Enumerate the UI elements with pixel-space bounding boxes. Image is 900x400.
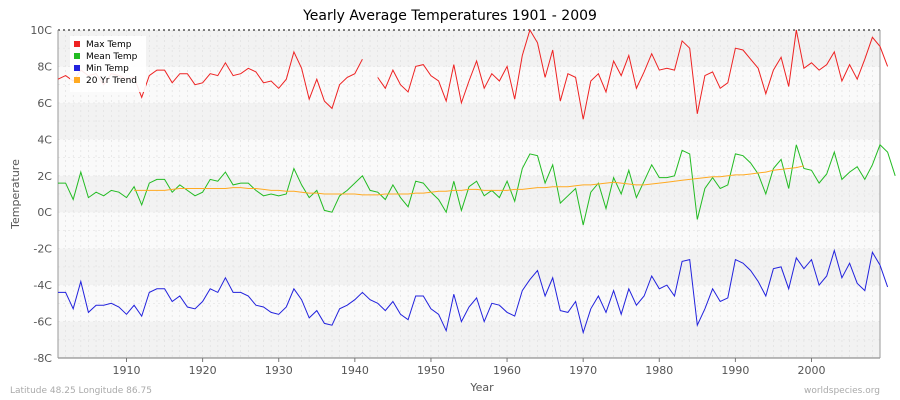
- x-tick-label: 1950: [417, 364, 445, 377]
- footer-source: worldspecies.org: [804, 386, 880, 396]
- legend-label: Max Temp: [86, 40, 132, 50]
- y-axis-label: Temperature: [9, 159, 22, 230]
- legend-label: 20 Yr Trend: [86, 76, 137, 86]
- x-tick-label: 1920: [189, 364, 217, 377]
- x-tick-label: 1960: [493, 364, 521, 377]
- legend-swatch: [74, 53, 80, 59]
- footer-coordinates: Latitude 48.25 Longitude 86.75: [10, 386, 152, 396]
- y-tick-label: 2C: [37, 170, 52, 183]
- legend-label: Min Temp: [86, 64, 129, 74]
- legend-label: Mean Temp: [86, 52, 138, 62]
- legend-swatch: [74, 41, 80, 47]
- y-tick-label: -6C: [33, 316, 52, 329]
- y-tick-label: -8C: [33, 352, 52, 365]
- y-tick-label: -2C: [33, 243, 52, 256]
- y-tick-label: 4C: [37, 133, 52, 146]
- x-tick-label: 2000: [798, 364, 826, 377]
- x-tick-label: 1970: [569, 364, 597, 377]
- x-tick-label: 1940: [341, 364, 369, 377]
- y-tick-label: 10C: [30, 24, 52, 37]
- chart-title: Yearly Average Temperatures 1901 - 2009: [302, 8, 597, 24]
- series-line-20-yr-trend: [134, 165, 805, 196]
- series-line-max-temp: [377, 28, 889, 120]
- legend-swatch: [74, 65, 80, 71]
- x-tick-label: 1930: [265, 364, 293, 377]
- series-line-mean-temp: [58, 143, 896, 226]
- series-line-min-temp: [58, 248, 889, 335]
- x-tick-label: 1990: [721, 364, 749, 377]
- legend-swatch: [74, 77, 80, 83]
- y-axis-ticks: -8C -6C -4C -2C 0C 2C 4C 6C 8C 10C: [30, 24, 52, 365]
- x-tick-label: 1980: [645, 364, 673, 377]
- y-tick-label: 6C: [37, 97, 52, 110]
- y-tick-label: -4C: [33, 279, 52, 292]
- y-tick-label: 8C: [37, 60, 52, 73]
- legend: Max Temp Mean Temp Min Temp 20 Yr Trend: [70, 36, 146, 92]
- legend-box: [70, 36, 146, 92]
- x-axis-ticks: 1910 1920 1930 1940 1950 1960 1970 1980 1990 2000: [113, 358, 826, 377]
- grid-lines: [57, 29, 881, 359]
- x-tick-label: 1910: [113, 364, 141, 377]
- x-axis-label: Year: [469, 381, 494, 394]
- y-tick-label: 0C: [37, 206, 52, 219]
